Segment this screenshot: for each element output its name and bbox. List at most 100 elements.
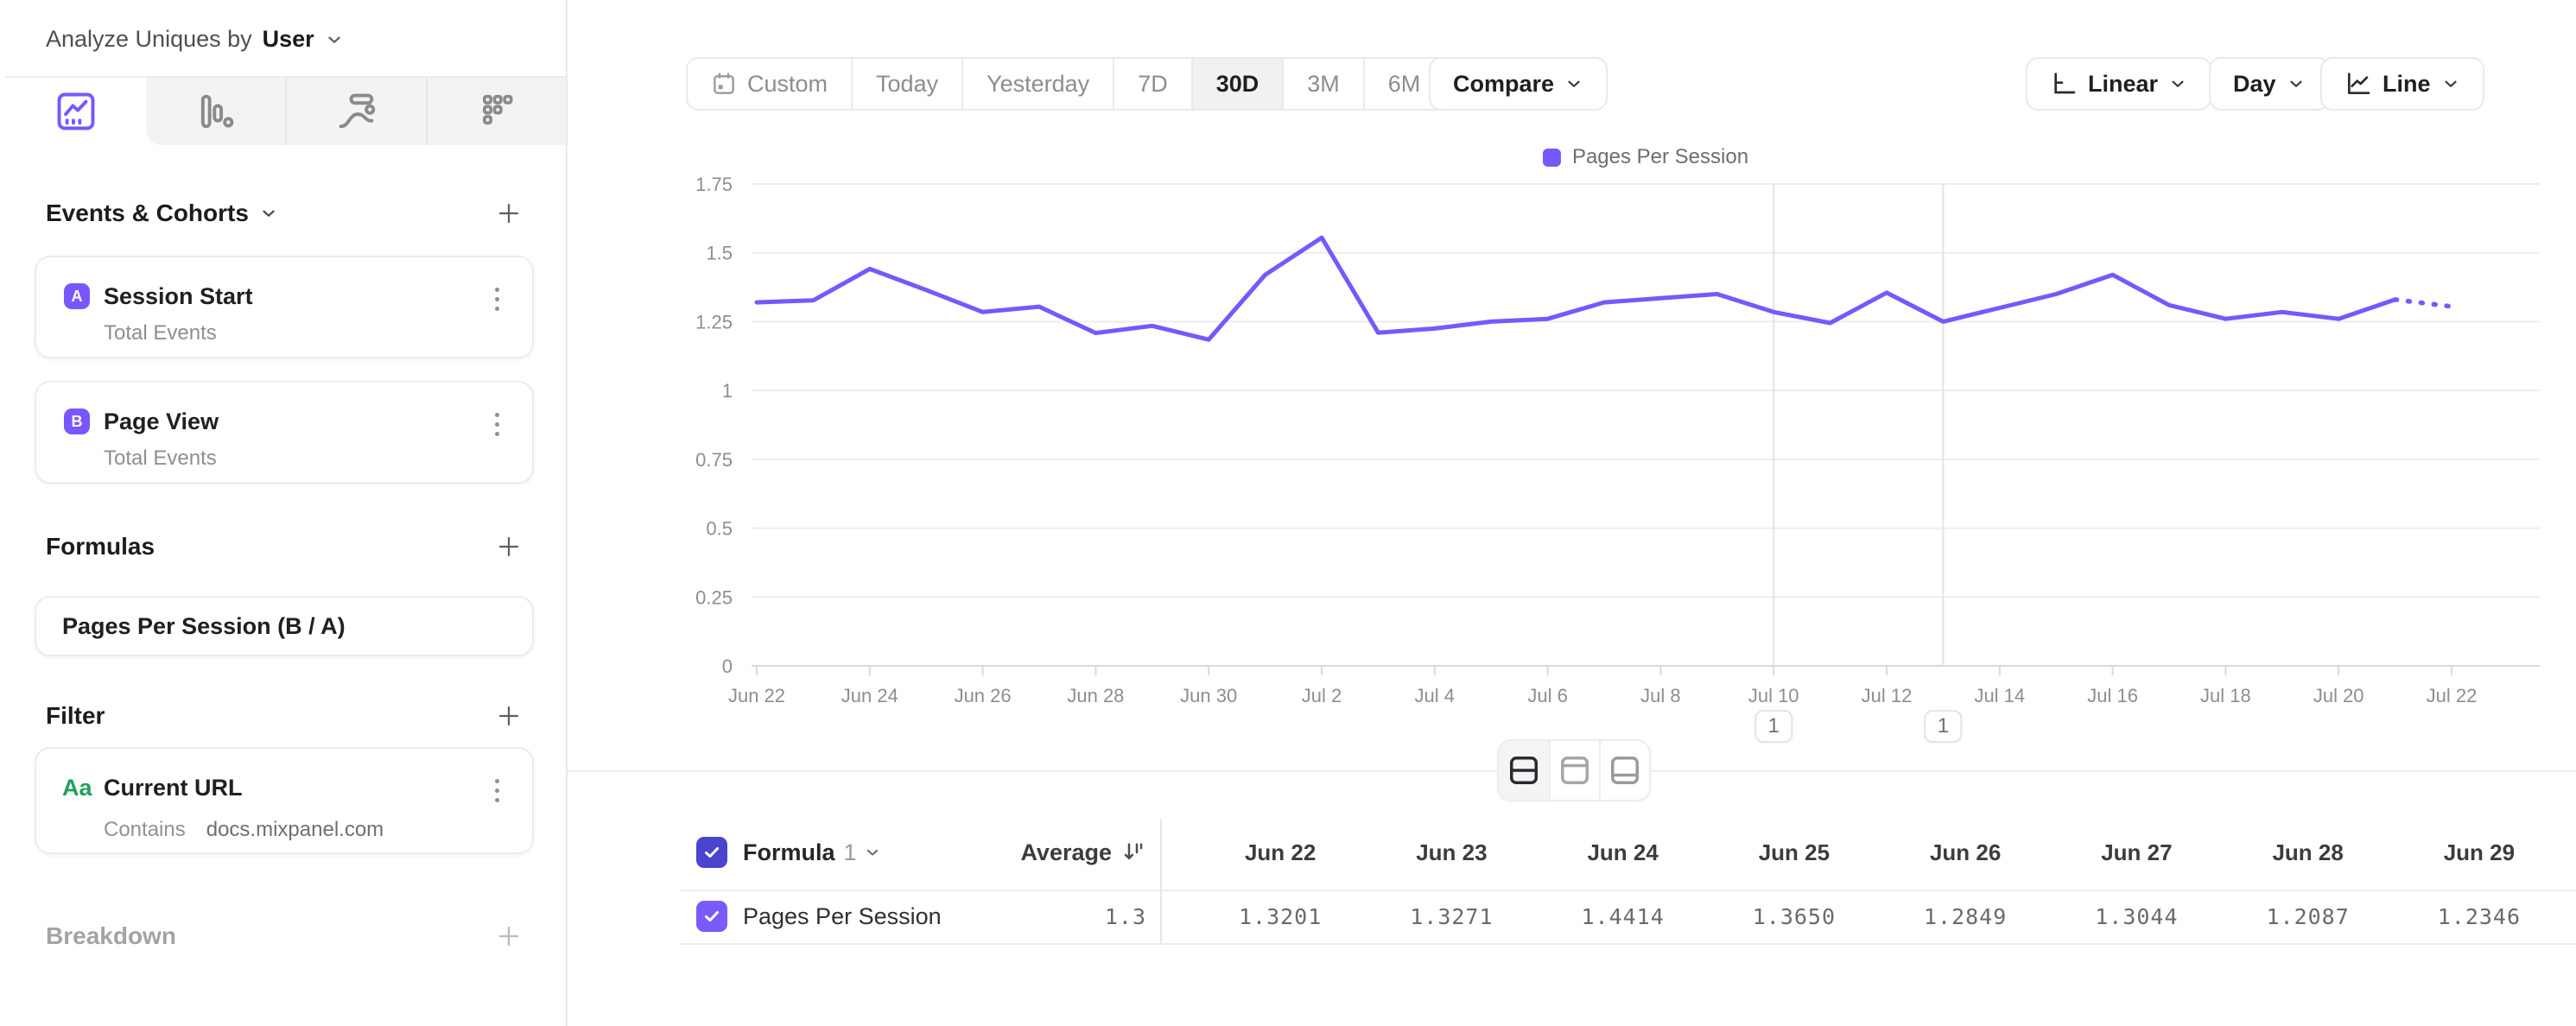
table-bottom-divider bbox=[680, 943, 2576, 945]
tab-retention[interactable] bbox=[426, 78, 567, 145]
group-index: 1 bbox=[843, 839, 857, 865]
add-formula-button[interactable] bbox=[496, 534, 522, 560]
svg-text:0.5: 0.5 bbox=[706, 518, 733, 540]
tab-flows[interactable] bbox=[285, 78, 426, 145]
column-header[interactable]: Jun 22 bbox=[1244, 839, 1317, 865]
table-header-left: Formula 1 Average bbox=[568, 815, 1162, 890]
range-30d[interactable]: 30D bbox=[1190, 59, 1283, 109]
kebab-menu-icon[interactable] bbox=[484, 407, 510, 441]
annotation-marker[interactable]: 1 bbox=[1924, 710, 1963, 743]
svg-text:Jun 24: Jun 24 bbox=[841, 685, 898, 706]
svg-text:Jul 2: Jul 2 bbox=[1302, 685, 1342, 706]
series-color-swatch bbox=[1542, 148, 1561, 167]
event-card-session-start[interactable]: A Session Start Total Events bbox=[35, 256, 534, 358]
column-header[interactable]: Jun 23 bbox=[1416, 839, 1488, 865]
line-chart-icon bbox=[2348, 73, 2370, 94]
chevron-down-icon bbox=[1568, 80, 1580, 87]
table-row-values: 1.3201 1.3271 1.4414 1.3650 1.2849 1.304… bbox=[1195, 891, 2565, 941]
chevron-down-icon bbox=[2444, 80, 2457, 87]
scale-selector-button[interactable]: Linear bbox=[2026, 57, 2212, 111]
average-column-label[interactable]: Average bbox=[1020, 839, 1112, 865]
column-header[interactable]: Jun 27 bbox=[2101, 839, 2173, 865]
event-aggregation[interactable]: Total Events bbox=[104, 446, 217, 470]
column-header[interactable]: Jun 29 bbox=[2443, 839, 2516, 865]
range-6m[interactable]: 6M bbox=[1362, 59, 1444, 109]
svg-text:Jun 28: Jun 28 bbox=[1067, 685, 1124, 706]
add-breakdown-button[interactable] bbox=[496, 923, 522, 949]
events-section-title[interactable]: Events & Cohorts bbox=[46, 200, 278, 227]
cell-value: 1.3271 bbox=[1410, 903, 1494, 929]
retention-icon bbox=[482, 94, 512, 125]
sort-descending-icon[interactable] bbox=[1120, 839, 1146, 865]
filter-property: Current URL bbox=[104, 775, 243, 801]
range-yesterday[interactable]: Yesterday bbox=[961, 59, 1113, 109]
event-title: Session Start bbox=[104, 283, 253, 309]
formula-expression: Pages Per Session (B / A) bbox=[62, 612, 346, 639]
filter-section-title: Filter bbox=[46, 702, 105, 729]
formulas-section-title: Formulas bbox=[46, 533, 155, 560]
event-badge-b: B bbox=[64, 408, 90, 434]
svg-text:1: 1 bbox=[722, 380, 733, 402]
event-title: Page View bbox=[104, 408, 219, 434]
compare-button[interactable]: Compare bbox=[1429, 57, 1608, 111]
chevron-down-icon[interactable] bbox=[864, 844, 881, 861]
range-today[interactable]: Today bbox=[851, 59, 961, 109]
string-property-icon: Aa bbox=[62, 775, 92, 801]
sidebar-divider bbox=[566, 0, 568, 1026]
chart-view-icon bbox=[1561, 757, 1589, 784]
split-view-toggle[interactable] bbox=[1499, 741, 1549, 800]
column-header[interactable]: Jun 26 bbox=[1929, 839, 2002, 865]
annotation-marker[interactable]: 1 bbox=[1754, 710, 1792, 743]
cell-value: 1.4414 bbox=[1581, 903, 1665, 929]
date-range-selector: Custom Today Yesterday 7D 30D 3M 6M 12M bbox=[686, 57, 1539, 111]
tab-funnels[interactable] bbox=[146, 78, 285, 145]
column-header[interactable]: Jun 24 bbox=[1587, 839, 1659, 865]
column-header[interactable]: Jun 28 bbox=[2272, 839, 2344, 865]
range-custom[interactable]: Custom bbox=[688, 59, 851, 109]
kebab-menu-icon[interactable] bbox=[484, 773, 510, 808]
analyze-entity-selector[interactable]: User bbox=[262, 26, 314, 52]
add-event-button[interactable] bbox=[496, 200, 522, 226]
split-view-icon bbox=[1510, 757, 1538, 784]
svg-text:Jun 30: Jun 30 bbox=[1180, 685, 1237, 706]
cell-value: 1.3650 bbox=[1752, 903, 1837, 929]
svg-text:Jul 12: Jul 12 bbox=[1862, 685, 1913, 706]
event-aggregation[interactable]: Total Events bbox=[104, 321, 217, 345]
tab-insights[interactable] bbox=[6, 78, 146, 145]
events-section-header: Events & Cohorts bbox=[46, 194, 522, 232]
event-card-page-view[interactable]: B Page View Total Events bbox=[35, 381, 534, 484]
formula-card[interactable]: Pages Per Session (B / A) bbox=[35, 596, 534, 656]
filter-value[interactable]: docs.mixpanel.com bbox=[206, 818, 384, 841]
breakdown-section-header: Breakdown bbox=[46, 917, 522, 955]
svg-text:Jul 6: Jul 6 bbox=[1527, 685, 1567, 706]
chevron-down-icon bbox=[2289, 80, 2302, 87]
kebab-menu-icon[interactable] bbox=[484, 282, 510, 316]
chart-view-toggle[interactable] bbox=[1549, 741, 1599, 800]
range-7d[interactable]: 7D bbox=[1113, 59, 1191, 109]
column-header[interactable]: Jun 25 bbox=[1758, 839, 1830, 865]
svg-text:Jul 4: Jul 4 bbox=[1415, 685, 1455, 706]
svg-text:Jun 22: Jun 22 bbox=[728, 685, 785, 706]
interval-selector-button[interactable]: Day bbox=[2209, 57, 2330, 111]
cell-value: 1.3044 bbox=[2095, 903, 2179, 929]
table-view-toggle[interactable] bbox=[1599, 741, 1649, 800]
svg-text:0.75: 0.75 bbox=[695, 449, 733, 471]
chart-type-selector-button[interactable]: Line bbox=[2320, 57, 2484, 111]
select-all-checkbox[interactable] bbox=[696, 837, 727, 868]
analyze-uniques-row: Analyze Uniques by User bbox=[46, 26, 344, 53]
report-type-tabs bbox=[6, 76, 567, 145]
legend-item-pages-per-session[interactable]: Pages Per Session bbox=[1542, 145, 1748, 169]
filter-card-current-url[interactable]: Aa Current URL Contains docs.mixpanel.co… bbox=[35, 747, 534, 854]
svg-text:1.75: 1.75 bbox=[695, 174, 733, 195]
group-label[interactable]: Formula bbox=[743, 839, 835, 865]
filter-condition[interactable]: Contains docs.mixpanel.com bbox=[104, 818, 384, 842]
svg-text:Jul 14: Jul 14 bbox=[1974, 685, 2025, 706]
inactive-tabs bbox=[146, 78, 567, 145]
add-filter-button[interactable] bbox=[496, 703, 522, 729]
range-3m[interactable]: 3M bbox=[1282, 59, 1363, 109]
check-icon bbox=[705, 911, 719, 922]
svg-text:0.25: 0.25 bbox=[695, 586, 733, 608]
row-checkbox[interactable] bbox=[696, 901, 727, 932]
filter-operator[interactable]: Contains bbox=[104, 818, 186, 841]
series-row-name: Pages Per Session bbox=[743, 902, 942, 929]
